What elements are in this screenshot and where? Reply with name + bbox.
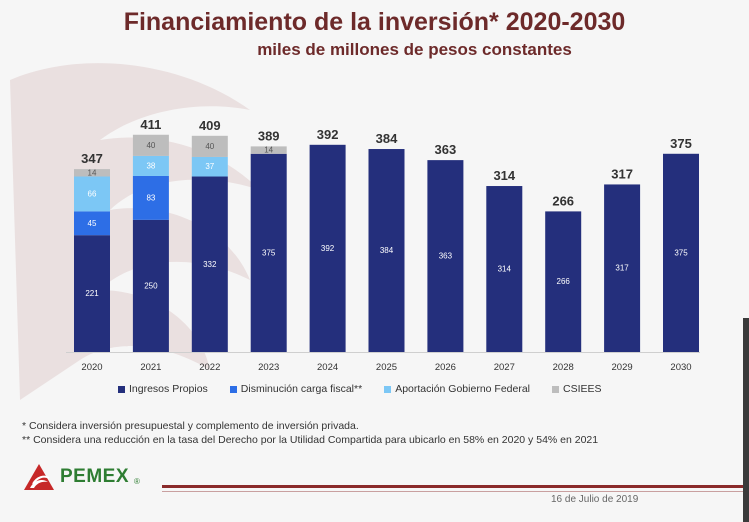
bar-value-label-2027-0: 314 xyxy=(498,265,512,274)
bar-segment-2026-0 xyxy=(427,160,464,352)
x-tick-label-2024: 2024 xyxy=(317,362,338,373)
bar-segment-2020-0 xyxy=(74,235,110,352)
bar-segment-2020-3 xyxy=(74,169,110,177)
bar-segment-2023-0 xyxy=(250,153,287,352)
slide-date: 16 de Julio de 2019 xyxy=(551,494,639,505)
legend-swatch-aportacion xyxy=(384,385,392,393)
chart-legend: Ingresos Propios Disminución carga fisca… xyxy=(118,383,602,395)
bar-value-label-2029-0: 317 xyxy=(615,264,629,273)
bar-value-label-2023-3: 14 xyxy=(264,146,273,155)
bar-total-label-2028: 266 xyxy=(552,193,574,208)
legend-item-csiees: CSIEES xyxy=(552,383,602,395)
x-tick-label-2029: 2029 xyxy=(612,362,633,373)
page-subtitle: miles de millones de pesos constantes xyxy=(257,40,572,59)
bar-total-label-2021: 411 xyxy=(140,117,161,132)
bar-segment-2022-0 xyxy=(191,176,228,352)
bar-segment-2022-3 xyxy=(191,135,228,157)
legend-swatch-disminucion xyxy=(229,385,237,393)
bar-segment-2022-2 xyxy=(191,156,228,177)
bar-value-label-2026-0: 363 xyxy=(439,252,453,261)
bar-total-label-2020: 347 xyxy=(81,151,103,166)
logo-text: PEMEX xyxy=(60,466,130,487)
bar-total-label-2026: 363 xyxy=(435,142,457,157)
bar-value-label-2022-0: 332 xyxy=(203,260,217,269)
bar-segment-2029-0 xyxy=(604,184,641,352)
bar-value-label-2020-1: 45 xyxy=(88,219,97,228)
bar-total-label-2022: 409 xyxy=(199,118,221,133)
footer-divider xyxy=(162,485,749,488)
bar-value-label-2020-0: 221 xyxy=(85,289,99,298)
legend-item-aportacion: Aportación Gobierno Federal xyxy=(384,383,530,395)
x-tick-label-2027: 2027 xyxy=(494,362,515,373)
bar-value-label-2021-1: 83 xyxy=(146,193,155,202)
bar-total-label-2025: 384 xyxy=(376,131,398,146)
x-tick-label-2025: 2025 xyxy=(376,362,397,373)
bar-segment-2021-0 xyxy=(132,219,169,352)
bar-value-label-2020-2: 66 xyxy=(88,189,97,198)
x-tick-label-2023: 2023 xyxy=(258,362,279,373)
legend-label-disminucion: Disminución carga fiscal** xyxy=(240,383,363,395)
bar-segment-2030-0 xyxy=(663,153,699,352)
legend-label-ingresos: Ingresos Propios xyxy=(129,383,208,395)
bar-total-label-2030: 375 xyxy=(670,136,692,151)
legend-swatch-csiees xyxy=(552,385,560,393)
bar-total-label-2024: 392 xyxy=(317,127,339,142)
bar-segment-2023-3 xyxy=(250,146,287,154)
x-tick-label-2022: 2022 xyxy=(199,362,220,373)
pemex-logo: PEMEX ® xyxy=(22,462,140,492)
x-tick-label-2030: 2030 xyxy=(670,362,691,373)
bar-segment-2020-1 xyxy=(74,211,110,236)
bar-value-label-2025-0: 384 xyxy=(380,246,394,255)
x-tick-label-2028: 2028 xyxy=(553,362,574,373)
bar-total-label-2029: 317 xyxy=(611,166,633,181)
x-tick-label-2026: 2026 xyxy=(435,362,456,373)
bar-value-label-2021-3: 40 xyxy=(146,141,155,150)
bar-value-label-2021-2: 38 xyxy=(146,161,155,170)
bar-value-label-2023-0: 375 xyxy=(262,248,276,257)
bar-value-label-2020-3: 14 xyxy=(88,168,97,177)
bar-value-label-2024-0: 392 xyxy=(321,244,335,253)
page-title: Financiamiento de la inversión* 2020-203… xyxy=(123,8,626,36)
bar-segment-2028-0 xyxy=(545,211,582,352)
window-edge xyxy=(743,318,749,522)
pemex-flame-icon xyxy=(24,464,54,490)
bar-segment-2025-0 xyxy=(368,149,405,352)
bar-value-label-2022-2: 37 xyxy=(205,162,214,171)
bar-segment-2021-3 xyxy=(132,134,169,156)
footnote-2: ** Considera una reducción en la tasa de… xyxy=(22,434,599,446)
bar-total-label-2023: 389 xyxy=(258,128,280,143)
legend-swatch-ingresos xyxy=(118,385,125,393)
bar-segment-2021-2 xyxy=(132,155,169,176)
bar-segment-2021-1 xyxy=(132,175,169,220)
footnote-1: * Considera inversión presupuestal y com… xyxy=(22,420,359,432)
x-tick-label-2021: 2021 xyxy=(140,362,161,373)
legend-label-aportacion: Aportación Gobierno Federal xyxy=(395,383,531,395)
logo-registered-mark: ® xyxy=(134,476,140,486)
legend-label-csiees: CSIEES xyxy=(563,383,602,395)
legend-item-disminucion: Disminución carga fiscal** xyxy=(229,383,363,395)
bar-segment-2020-2 xyxy=(74,176,110,212)
x-tick-label-2020: 2020 xyxy=(81,362,102,373)
bar-value-label-2022-3: 40 xyxy=(205,142,214,151)
footer-divider-thin xyxy=(162,491,749,492)
footnotes: * Considera inversión presupuestal y com… xyxy=(22,419,598,447)
bar-value-label-2030-0: 375 xyxy=(674,248,688,257)
bar-total-label-2027: 314 xyxy=(493,168,515,183)
bar-value-label-2021-0: 250 xyxy=(144,281,158,290)
legend-item-ingresos: Ingresos Propios xyxy=(118,383,208,395)
bar-segment-2027-0 xyxy=(486,186,523,352)
bar-segment-2024-0 xyxy=(309,144,346,352)
bar-value-label-2028-0: 266 xyxy=(557,277,571,286)
